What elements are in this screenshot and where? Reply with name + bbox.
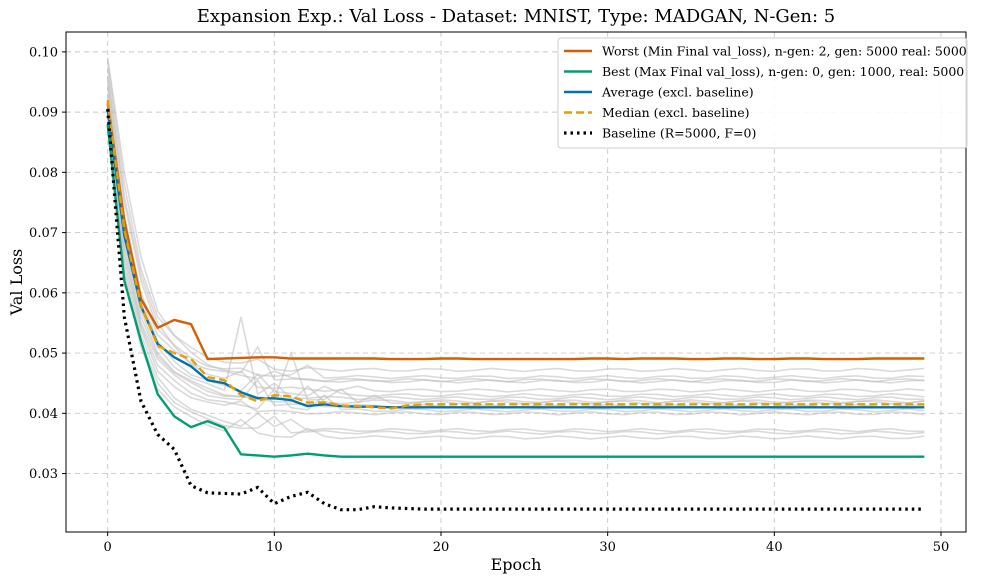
legend-label-baseline: Baseline (R=5000, F=0) xyxy=(602,126,756,141)
background-run-line xyxy=(106,118,925,433)
plot-frame xyxy=(65,31,967,533)
background-run-line xyxy=(106,87,925,398)
y-axis-label: Val Loss xyxy=(7,249,26,317)
x-axis-label: Epoch xyxy=(491,555,542,574)
background-run-line xyxy=(106,121,925,435)
legend: Worst (Min Final val_loss), n-gen: 2, ge… xyxy=(557,37,968,149)
y-tick-label: 0.08 xyxy=(29,166,58,181)
x-tick-label: 50 xyxy=(933,540,950,555)
series-line-worst xyxy=(106,102,925,361)
legend-label-average: Average (excl. baseline) xyxy=(601,85,754,100)
y-tick-label: 0.05 xyxy=(29,347,58,362)
series-line-baseline xyxy=(106,108,925,512)
background-run-line xyxy=(106,124,925,440)
background-run-line xyxy=(106,69,925,393)
x-tick-label: 40 xyxy=(766,540,783,555)
y-tick-label: 0.06 xyxy=(29,286,58,301)
chart-title: Expansion Exp.: Val Loss - Dataset: MNIS… xyxy=(197,6,836,27)
y-tick-label: 0.07 xyxy=(29,226,58,241)
y-tick-label: 0.04 xyxy=(29,407,58,422)
background-run-line xyxy=(106,57,925,384)
background-run-line xyxy=(106,81,925,383)
background-run-line xyxy=(106,112,925,413)
x-tick-label: 30 xyxy=(599,540,616,555)
x-tick-label: 0 xyxy=(104,540,112,555)
legend-box xyxy=(557,37,968,149)
legend-label-best: Best (Max Final val_loss), n-gen: 0, gen… xyxy=(602,64,964,79)
y-tick-label: 0.09 xyxy=(29,106,58,121)
background-run-line xyxy=(106,60,925,373)
ticks-layer: 0 10 20 30 40 50 0.03 0.04 0.05 0.06 0.07 0.08 0.09 0… xyxy=(29,45,949,555)
x-tick-label: 20 xyxy=(433,540,450,555)
y-tick-label: 0.10 xyxy=(29,45,58,60)
background-run-line xyxy=(106,115,925,416)
x-tick-label: 10 xyxy=(266,540,283,555)
legend-label-median: Median (excl. baseline) xyxy=(602,105,750,120)
background-run-line xyxy=(106,93,925,401)
series-line-best xyxy=(106,124,925,458)
series-line-median xyxy=(106,99,925,410)
series-line-average xyxy=(106,108,925,409)
y-tick-label: 0.03 xyxy=(29,467,58,482)
legend-label-worst: Worst (Min Final val_loss), n-gen: 2, ge… xyxy=(602,44,967,59)
series-layer xyxy=(106,99,925,512)
